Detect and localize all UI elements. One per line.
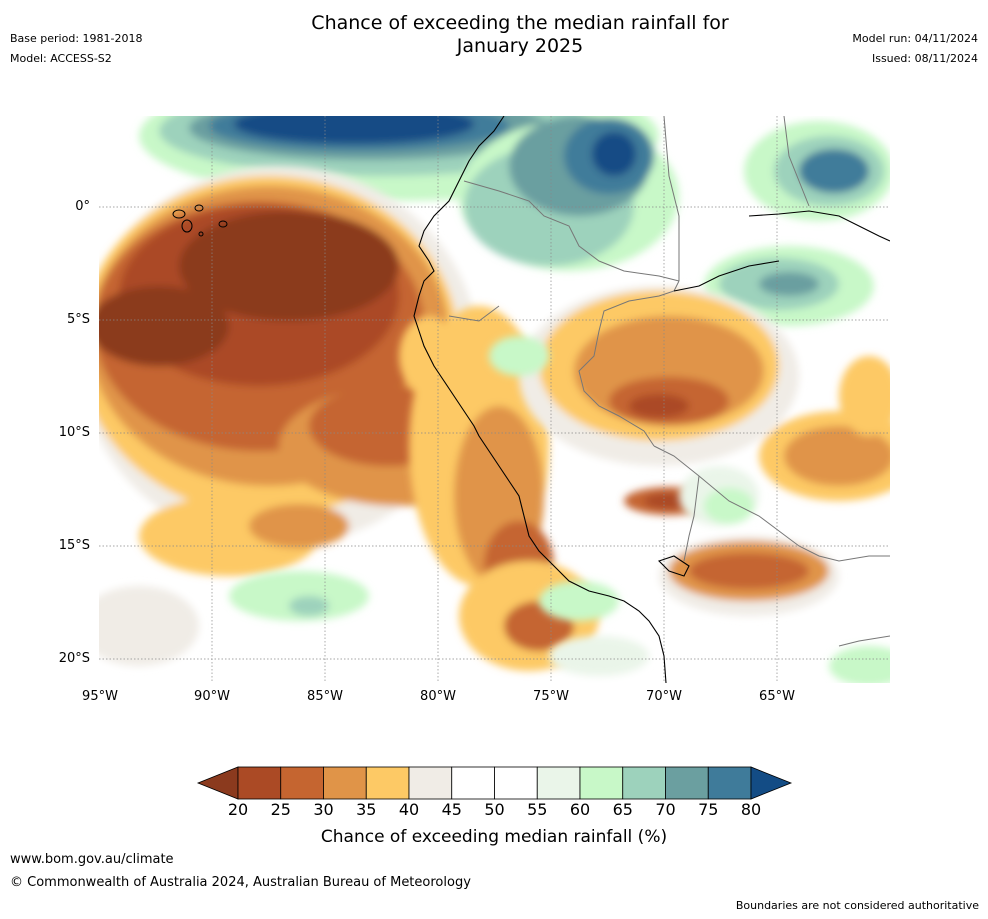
title-line-2: January 2025 — [456, 35, 584, 57]
colorbar-title: Chance of exceeding median rainfall (%) — [320, 827, 668, 847]
colorbar-tick-label: 70 — [655, 800, 676, 819]
colorbar-cell — [579, 766, 624, 800]
lon-label-85w: 85°W — [307, 689, 343, 704]
boundary-disclaimer: Boundaries are not considered authoritat… — [735, 899, 979, 912]
lon-label-80w: 80°W — [420, 689, 456, 704]
colorbar-cell — [665, 766, 709, 800]
colorbar-cell — [622, 766, 666, 800]
lon-label-75w: 75°W — [533, 689, 569, 704]
model-run: Model run: 04/11/2024 — [852, 32, 978, 45]
colorbar-cell — [408, 766, 453, 800]
coastline — [413, 116, 890, 683]
lat-label-10s: 10°S — [58, 425, 90, 440]
colorbar-tick-label: 45 — [441, 800, 462, 819]
lon-label-95w: 95°W — [82, 689, 118, 704]
colorbar-cell — [707, 766, 752, 800]
copyright-notice: © Commonwealth of Australia 2024, Austra… — [10, 875, 471, 890]
colorbar-cell — [323, 766, 367, 800]
lon-label-90w: 90°W — [194, 689, 230, 704]
title-line-1: Chance of exceeding the median rainfall … — [311, 12, 729, 34]
colorbar-tick-label: 60 — [569, 800, 591, 819]
colorbar-cell — [237, 766, 282, 800]
colorbar-cell — [536, 766, 581, 800]
colorbar-extend-low — [196, 766, 239, 800]
base-info: Base period: 1981-2018 Model: ACCESS-S2 — [10, 29, 142, 69]
dry-anomaly-west — [99, 166, 519, 666]
country-borders — [448, 116, 890, 647]
colorbar-tick-label: 55 — [527, 800, 548, 819]
lat-label-15s: 15°S — [58, 538, 90, 553]
base-period: Base period: 1981-2018 — [10, 32, 143, 45]
galapagos-islands — [172, 204, 228, 237]
rainfall-probability-map — [99, 116, 890, 683]
colorbar-extend-high — [750, 766, 793, 800]
run-info: Model run: 04/11/2024 Issued: 08/11/2024 — [852, 29, 978, 69]
colorbar-tick-label: 75 — [698, 800, 719, 819]
colorbar-tick-label: 20 — [227, 800, 249, 819]
colorbar-tick-label: 80 — [740, 800, 762, 819]
lon-label-65w: 65°W — [759, 689, 795, 704]
colorbar-tick-label: 35 — [356, 800, 377, 819]
issued-date: Issued: 08/11/2024 — [871, 52, 978, 65]
dry-anomaly-interior — [519, 286, 890, 616]
model-name: Model: ACCESS-S2 — [10, 52, 112, 65]
colorbar-cell — [451, 766, 495, 800]
colorbar-tick-label: 25 — [270, 800, 291, 819]
lon-label-70w: 70°W — [646, 689, 682, 704]
colorbar-cell — [494, 766, 538, 800]
lat-label-20s: 20°S — [58, 651, 90, 666]
colorbar-tick-label: 30 — [313, 800, 334, 819]
graticule — [99, 116, 890, 683]
map-title: Chance of exceeding the median rainfall … — [0, 12, 988, 58]
colorbar — [196, 766, 793, 800]
wet-anomaly-north — [139, 116, 890, 326]
colorbar-tick-label: 40 — [398, 800, 420, 819]
wet-anomaly-south — [229, 336, 890, 683]
colorbar-cell — [365, 766, 410, 800]
colorbar-tick-label: 65 — [612, 800, 633, 819]
website-url: www.bom.gov.au/climate — [10, 852, 174, 867]
colorbar-cell — [280, 766, 324, 800]
colorbar-tick-label: 50 — [484, 800, 505, 819]
lat-label-0: 0° — [75, 199, 90, 214]
lat-label-5s: 5°S — [66, 312, 90, 327]
